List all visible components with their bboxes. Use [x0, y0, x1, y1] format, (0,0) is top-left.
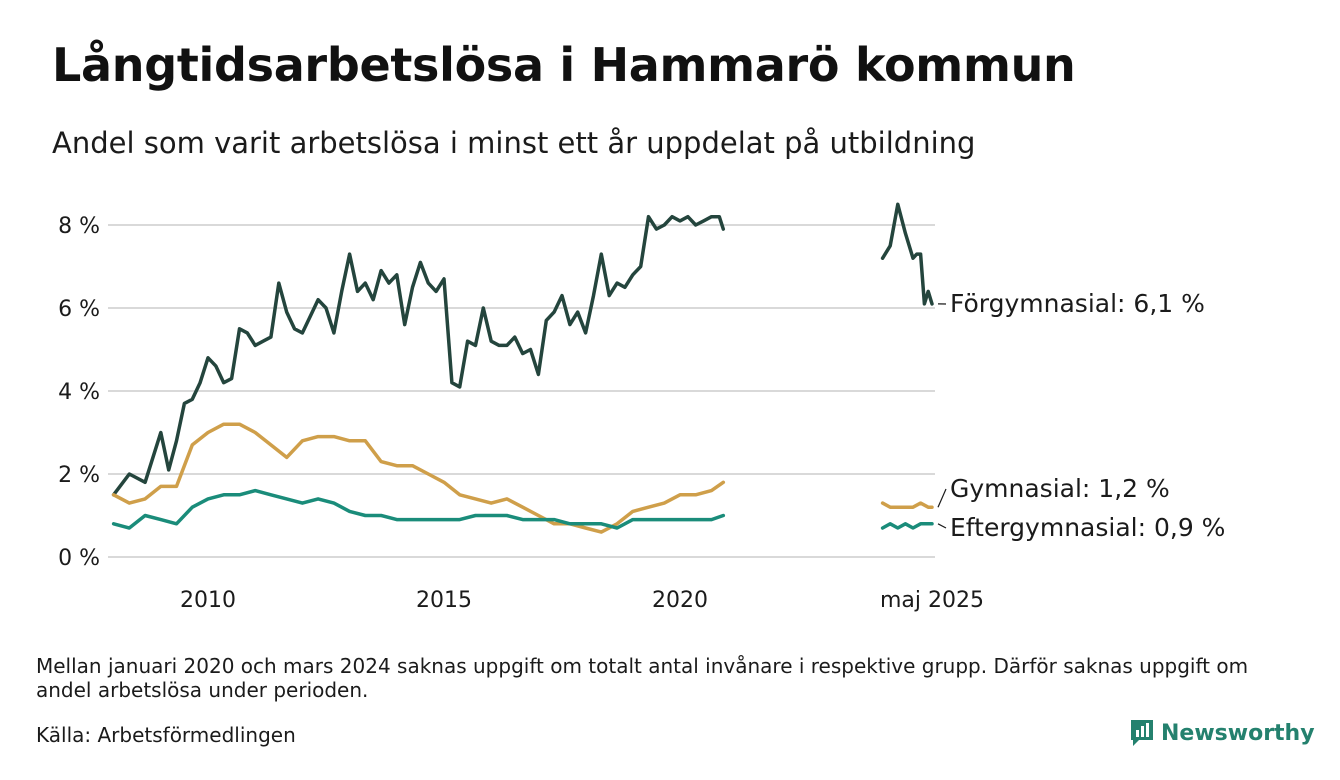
- chart-title: Långtidsarbetslösa i Hammarö kommun: [52, 38, 1076, 92]
- series-line-forgymnasial: [880, 202, 934, 306]
- brand[interactable]: Newsworthy: [1129, 718, 1315, 748]
- source-text: Källa: Arbetsförmedlingen: [36, 723, 296, 747]
- label-leader: [937, 523, 947, 529]
- x-tick-label: 2020: [652, 588, 708, 613]
- newsworthy-logo-icon: [1131, 720, 1153, 746]
- x-axis-ticks: 2010 2015 2020 maj 2025: [180, 588, 984, 613]
- series-line-eftergymnasial: [880, 522, 934, 530]
- footnote: Mellan januari 2020 och mars 2024 saknas…: [36, 654, 1249, 702]
- series-line-eftergymnasial: [111, 488, 726, 530]
- series-end-label-eftergymnasial: Eftergymnasial: 0,9 %: [950, 513, 1225, 542]
- label-leader: [937, 488, 947, 508]
- chart-subtitle: Andel som varit arbetslösa i minst ett å…: [52, 126, 976, 160]
- y-tick-label: 4 %: [58, 380, 100, 405]
- series-end-labels: Förgymnasial: 6,1 % Gymnasial: 1,2 % Efter…: [937, 289, 1225, 542]
- series-line-gymnasial: [880, 501, 934, 509]
- series-end-label-forgymnasial: Förgymnasial: 6,1 %: [950, 289, 1205, 318]
- y-tick-label: 2 %: [58, 463, 100, 488]
- y-axis-ticks: 0 % 2 % 4 % 6 % 8 %: [58, 214, 100, 571]
- y-tick-label: 8 %: [58, 214, 100, 239]
- y-tick-label: 0 %: [58, 546, 100, 571]
- line-chart: 0 % 2 % 4 % 6 % 8 % 2010 2015 2020 maj 2025 För…: [58, 202, 1225, 613]
- series-end-label-gymnasial: Gymnasial: 1,2 %: [950, 474, 1170, 503]
- series-lines: [111, 202, 934, 534]
- x-tick-label: maj 2025: [880, 588, 984, 613]
- y-tick-label: 6 %: [58, 297, 100, 322]
- x-tick-label: 2015: [416, 588, 472, 613]
- x-tick-label: 2010: [180, 588, 236, 613]
- series-line-gymnasial: [111, 422, 726, 534]
- series-line-forgymnasial: [111, 214, 726, 497]
- grid-lines: [108, 224, 935, 558]
- brand-name: Newsworthy: [1161, 720, 1315, 746]
